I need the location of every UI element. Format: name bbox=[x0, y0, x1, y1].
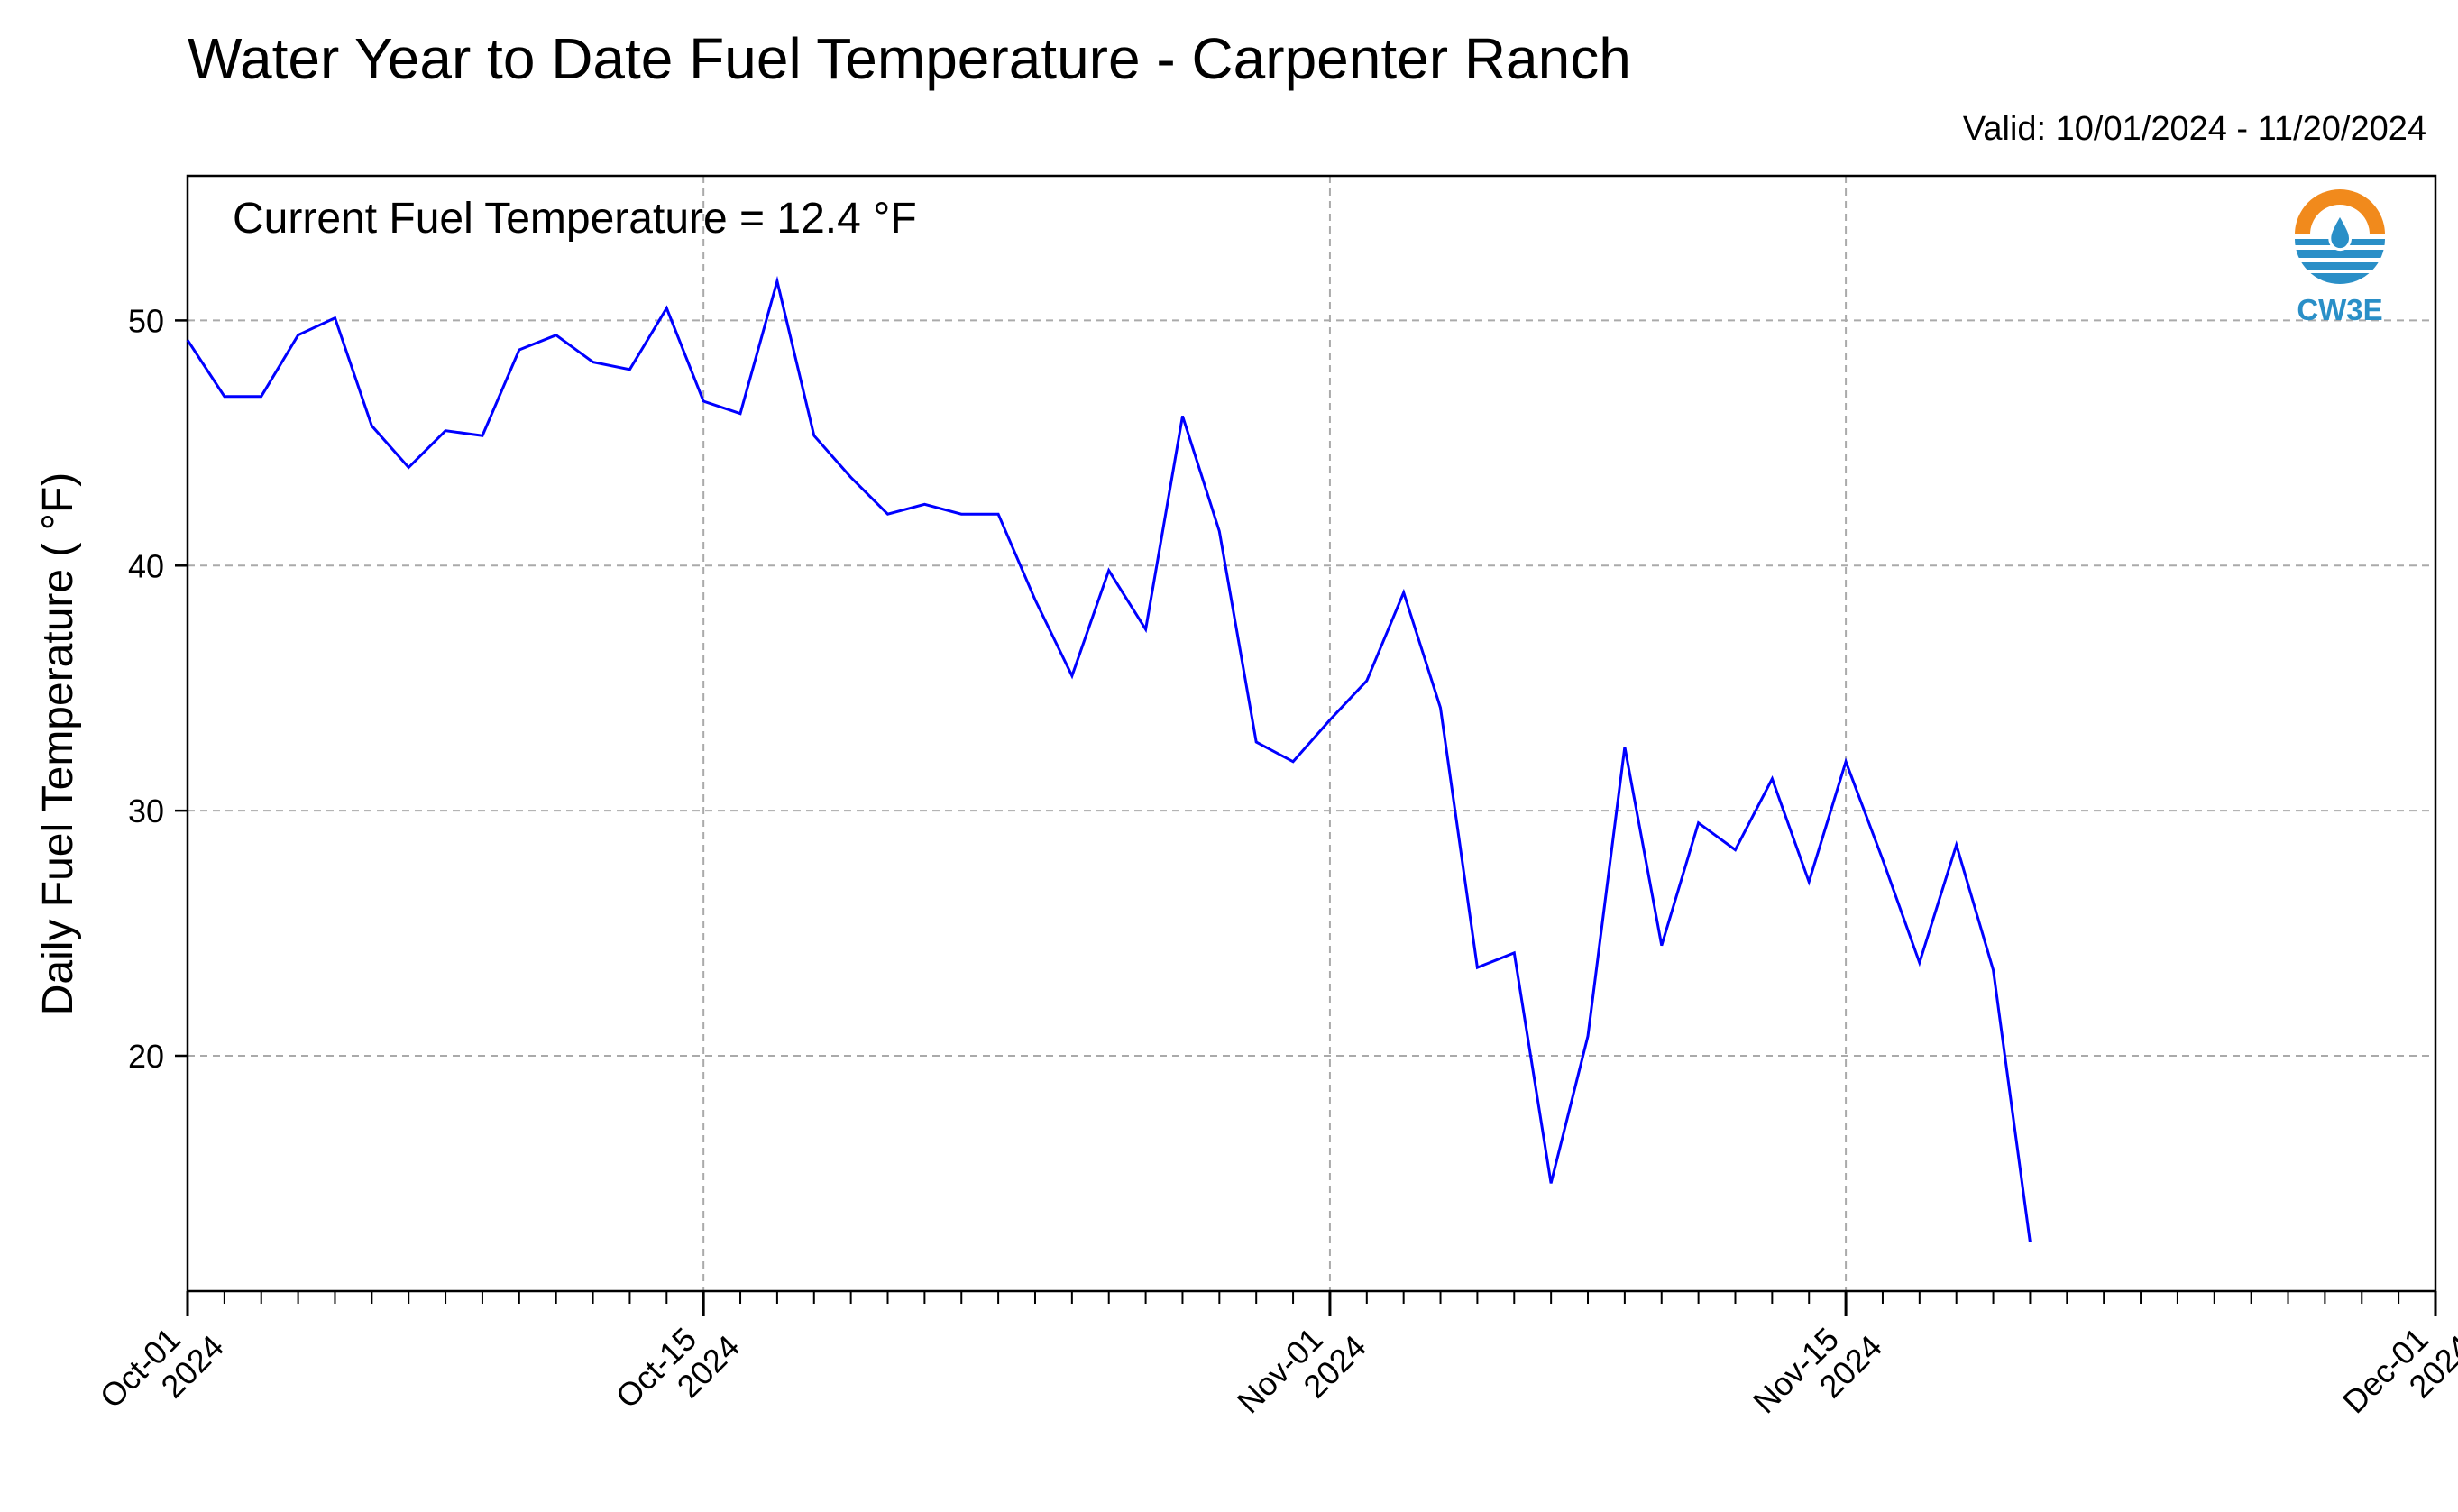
fuel-temperature-line bbox=[186, 275, 2032, 1242]
logo-text: CW3E bbox=[2297, 293, 2382, 326]
chart-title: Water Year to Date Fuel Temperature - Ca… bbox=[188, 26, 1631, 91]
series-layer bbox=[186, 275, 2032, 1242]
plot-frame bbox=[186, 174, 2437, 1293]
y-tick-label: 50 bbox=[128, 302, 164, 339]
valid-date-range: Valid: 10/01/2024 - 11/20/2024 bbox=[1962, 110, 2426, 148]
y-tick-label: 20 bbox=[128, 1038, 164, 1075]
y-tick-label: 40 bbox=[128, 547, 164, 584]
y-tick-label: 30 bbox=[128, 793, 164, 829]
y-axis-label: Daily Fuel Temperature ( °F) bbox=[34, 472, 82, 1015]
grid-lines bbox=[188, 176, 2435, 1291]
current-fuel-temperature-annotation: Current Fuel Temperature = 12.4 °F bbox=[233, 195, 917, 243]
water-drop-logo-icon: CW3E bbox=[2290, 189, 2389, 326]
